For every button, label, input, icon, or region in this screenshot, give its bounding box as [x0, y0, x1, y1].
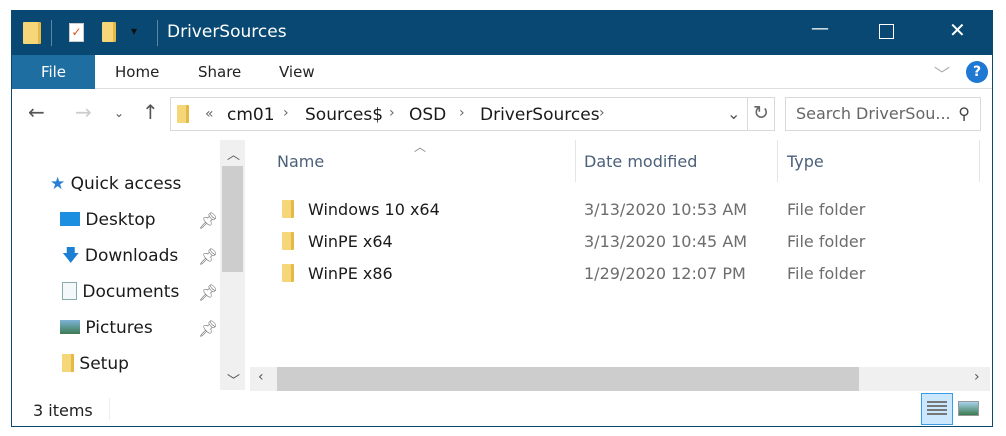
crumb-osd[interactable]: OSD	[409, 105, 447, 125]
properties-icon[interactable]: ✓	[69, 23, 84, 42]
expand-ribbon-icon[interactable]: ﹀	[934, 65, 951, 84]
crumb-sources[interactable]: Sources$	[305, 105, 384, 125]
ribbon: File Home Share View ﹀ ?	[12, 55, 992, 89]
pin-icon: 📌︎	[198, 211, 219, 230]
window-title: DriverSources	[167, 22, 287, 42]
nav-downloads[interactable]: 🡇 Downloads	[62, 246, 179, 266]
scroll-thumb[interactable]	[277, 367, 859, 391]
folder-icon	[282, 200, 294, 218]
minimize-button[interactable]: —	[811, 18, 829, 39]
search-placeholder: Search DriverSou...	[796, 104, 951, 123]
explorer-window	[11, 10, 993, 427]
tab-home[interactable]: Home	[115, 63, 160, 81]
column-date[interactable]: Date modified	[584, 152, 698, 171]
up-button[interactable]: ↑	[142, 100, 159, 124]
recent-locations-icon[interactable]: ⌄	[114, 106, 125, 120]
column-type[interactable]: Type	[787, 152, 824, 171]
pin-icon: 📌︎	[198, 247, 219, 266]
sort-ascending-icon: ︿	[414, 140, 427, 154]
large-icons-view-button[interactable]	[958, 401, 979, 416]
column-name[interactable]: Name	[277, 152, 325, 171]
file-row[interactable]: WinPE x86 1/29/2020 12:07 PM File folder	[275, 259, 975, 289]
pin-icon: 📌︎	[198, 319, 219, 338]
pictures-icon	[60, 320, 80, 334]
nav-desktop[interactable]: Desktop	[60, 205, 156, 235]
forward-button[interactable]: →	[75, 100, 92, 124]
desktop-icon	[60, 212, 80, 226]
new-folder-icon[interactable]	[102, 22, 116, 42]
folder-icon	[282, 232, 294, 250]
overflow-icon[interactable]: «	[205, 106, 214, 122]
customize-dropdown-icon[interactable]: ▾	[131, 24, 138, 38]
maximize-button[interactable]	[879, 24, 894, 39]
details-view-button[interactable]	[921, 393, 953, 425]
nav-scrollbar[interactable]: ︿ ﹀	[220, 140, 245, 390]
status-item-count: 3 items	[33, 401, 93, 420]
back-button[interactable]: ←	[28, 100, 45, 124]
scroll-thumb[interactable]	[222, 166, 243, 272]
navigation-pane: ★ Quick access Desktop 🡇 Downloads Docum…	[12, 140, 220, 390]
close-button[interactable]: ✕	[949, 18, 966, 42]
nav-pictures[interactable]: Pictures	[60, 313, 153, 343]
pin-icon: 📌︎	[198, 283, 219, 302]
help-icon[interactable]: ?	[966, 61, 988, 83]
tab-view[interactable]: View	[279, 63, 315, 81]
folder-icon	[23, 22, 41, 44]
crumb-cm01[interactable]: cm01	[227, 105, 275, 125]
refresh-icon[interactable]: ↻	[753, 102, 769, 124]
address-dropdown-icon[interactable]: ⌄	[727, 104, 741, 123]
folder-icon	[62, 354, 74, 372]
search-input[interactable]: Search DriverSou... ⚲	[785, 97, 981, 131]
search-icon[interactable]: ⚲	[958, 104, 970, 123]
folder-icon	[282, 264, 294, 282]
nav-documents[interactable]: Documents	[62, 277, 179, 307]
file-row[interactable]: WinPE x64 3/13/2020 10:45 AM File folder	[275, 227, 975, 257]
file-row[interactable]: Windows 10 x64 3/13/2020 10:53 AM File fol…	[275, 195, 975, 225]
crumb-driversources[interactable]: DriverSources	[480, 105, 600, 125]
tab-file[interactable]: File	[12, 55, 95, 89]
horizontal-scrollbar[interactable]: ‹ ›	[250, 367, 990, 391]
documents-icon	[62, 282, 77, 300]
title-bar: ✓ ▾ DriverSources — ✕	[11, 10, 993, 55]
address-bar[interactable]: « cm01 › Sources$ › OSD › DriverSources …	[170, 97, 775, 131]
folder-icon	[177, 105, 189, 123]
tab-share[interactable]: Share	[198, 63, 242, 81]
nav-quick-access[interactable]: ★ Quick access	[50, 174, 182, 194]
nav-setup[interactable]: Setup	[62, 349, 129, 379]
download-icon: 🡇	[62, 246, 80, 266]
